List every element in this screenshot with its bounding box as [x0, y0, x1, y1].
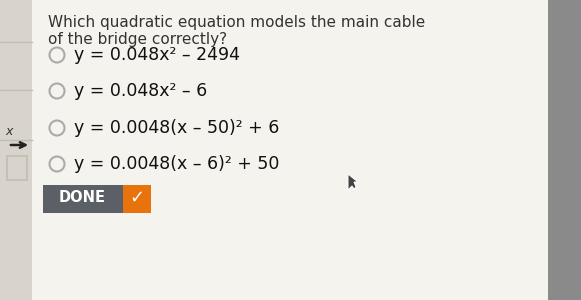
Text: y = 0.048x² – 6: y = 0.048x² – 6	[74, 82, 207, 100]
FancyBboxPatch shape	[7, 156, 27, 180]
Text: ✓: ✓	[130, 189, 145, 207]
FancyBboxPatch shape	[548, 0, 581, 300]
Text: of the bridge correctly?: of the bridge correctly?	[48, 32, 227, 47]
Text: Which quadratic equation models the main cable: Which quadratic equation models the main…	[48, 15, 425, 30]
FancyBboxPatch shape	[0, 0, 32, 300]
Text: y = 0.048x² – 2494: y = 0.048x² – 2494	[74, 46, 240, 64]
FancyBboxPatch shape	[32, 0, 548, 300]
Text: y = 0.0048(x – 50)² + 6: y = 0.0048(x – 50)² + 6	[74, 119, 279, 137]
FancyBboxPatch shape	[43, 185, 125, 213]
Polygon shape	[348, 174, 358, 190]
Text: DONE: DONE	[59, 190, 106, 206]
Text: x: x	[5, 125, 12, 138]
FancyBboxPatch shape	[123, 185, 151, 213]
Text: y = 0.0048(x – 6)² + 50: y = 0.0048(x – 6)² + 50	[74, 155, 279, 173]
